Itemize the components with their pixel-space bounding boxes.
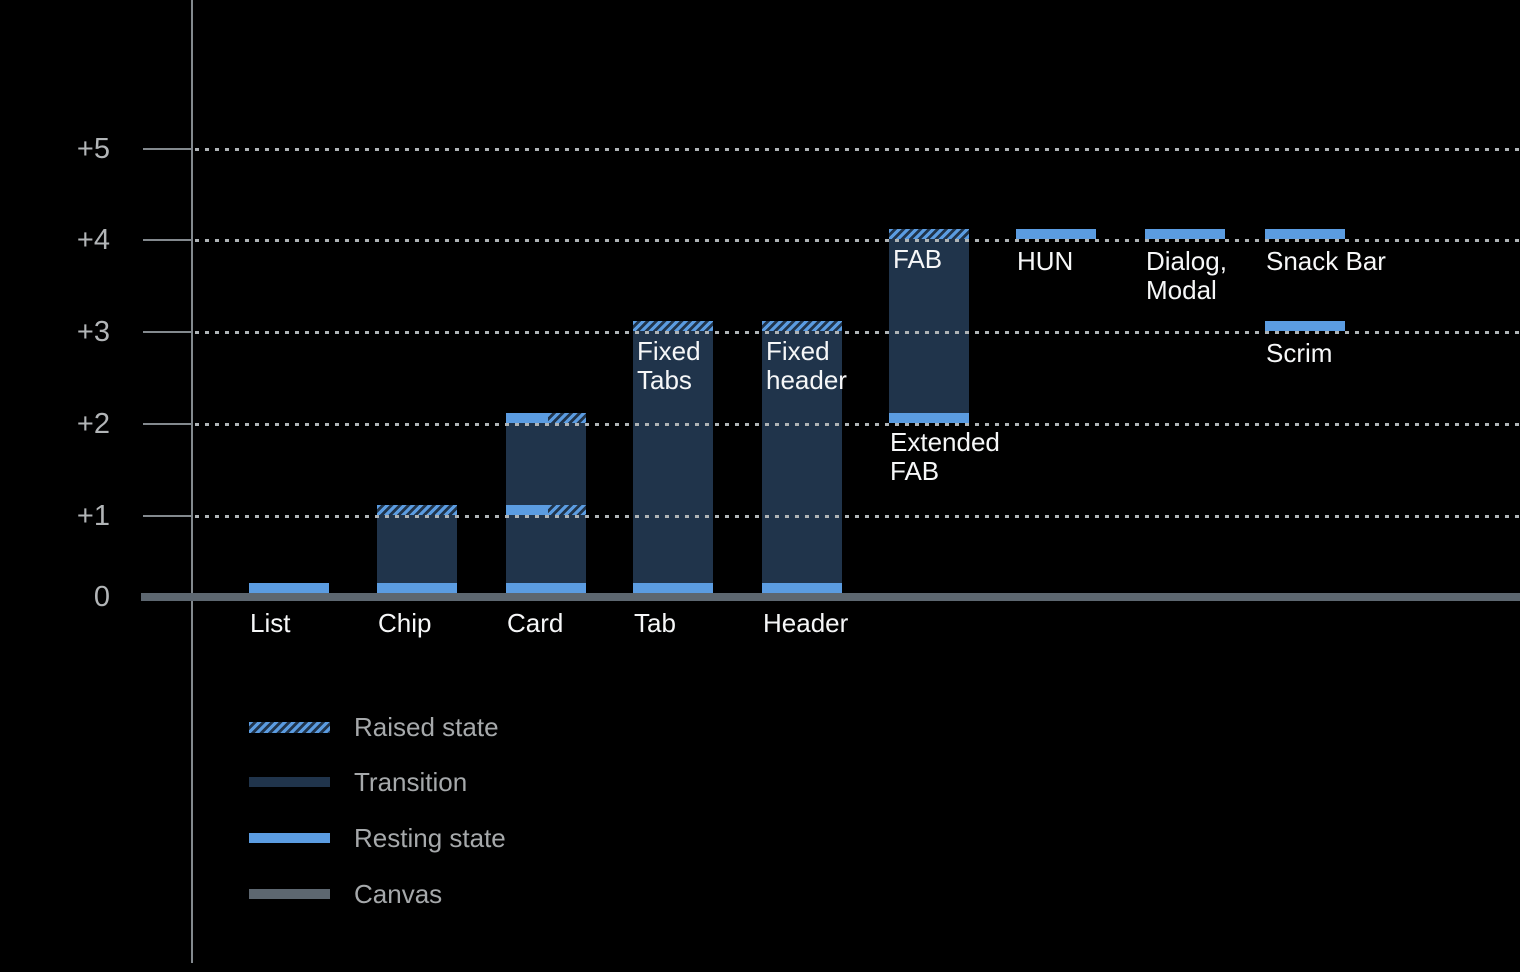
split-raised-half [548,505,586,515]
bar-label-scrim: Scrim [1266,338,1333,368]
y-tick-1 [143,515,192,517]
gridline-2 [195,423,1520,426]
y-axis-line [191,0,193,963]
gridline-3 [195,331,1520,334]
bar-snack-bar-resting-band [1265,229,1345,239]
bar-label-extended-fab: Extended FAB [890,427,1000,486]
bar-card-resting-band [506,583,586,593]
bar-inner-label-extended-fab: FAB [893,244,943,274]
legend-swatch-raised [249,721,330,733]
y-axis-label-5: +5 [76,133,110,165]
split-resting-half [506,505,548,515]
bar-list-resting-band [249,583,329,593]
y-axis-label-1: +1 [76,500,110,532]
legend-item-resting: Resting state [249,823,506,853]
bar-label-dialog-modal: Dialog, Modal [1146,246,1227,305]
y-axis-label-4: +4 [76,224,110,256]
bar-label-card: Card [507,608,564,638]
gridline-1 [195,515,1520,518]
bar-label-chip: Chip [378,608,432,638]
y-axis-label-3: +3 [76,316,110,348]
bar-label-list: List [250,608,291,638]
bar-card-split-band [506,413,586,423]
bar-label-tab: Tab [634,608,676,638]
bar-header-transition-fill [762,321,842,593]
bar-header-resting-band [762,583,842,593]
bar-tab-resting-band [633,583,713,593]
legend-swatch-canvas [249,889,330,899]
legend-label-raised: Raised state [354,711,499,742]
y-axis-label-2: +2 [76,408,110,440]
split-raised-half [548,413,586,423]
y-tick-2 [143,423,192,425]
bar-header-raised-band [762,321,842,331]
bar-tab-transition-fill [633,321,713,593]
legend-swatch-transition [249,777,330,787]
legend-item-transition: Transition [249,767,467,797]
y-tick-3 [143,331,192,333]
y-tick-5 [143,148,192,150]
legend-swatch-resting [249,833,330,843]
bar-tab-raised-band [633,321,713,331]
y-axis-label-0: 0 [93,581,110,613]
bar-chip-transition-fill [377,505,457,593]
legend-label-resting: Resting state [354,822,506,853]
bar-extended-fab-raised-band [889,229,969,239]
bar-label-header: Header [763,608,849,638]
legend-label-transition: Transition [354,766,468,797]
bar-chip-resting-band [377,583,457,593]
canvas-baseline [141,593,1520,601]
bar-scrim-resting-band [1265,321,1345,331]
y-tick-4 [143,239,192,241]
bar-hun-resting-band [1016,229,1096,239]
bar-label-hun: HUN [1017,246,1074,276]
bar-dialog-modal-resting-band [1145,229,1225,239]
bar-label-snack-bar: Snack Bar [1266,246,1386,276]
bar-extended-fab-resting-band [889,413,969,423]
split-resting-half [506,413,548,423]
bar-chip-raised-band [377,505,457,515]
bar-inner-label-tab: Fixed Tabs [637,336,701,395]
legend-item-canvas: Canvas [249,879,442,909]
gridline-4 [195,239,1520,242]
bar-extended-fab-transition-fill [889,229,969,423]
bar-inner-label-header: Fixed header [766,336,847,395]
bar-card-split-band [506,505,586,515]
legend-label-canvas: Canvas [354,878,443,909]
legend-item-raised: Raised state [249,712,499,742]
gridline-5 [195,148,1520,151]
bar-card-transition-fill [506,413,586,593]
